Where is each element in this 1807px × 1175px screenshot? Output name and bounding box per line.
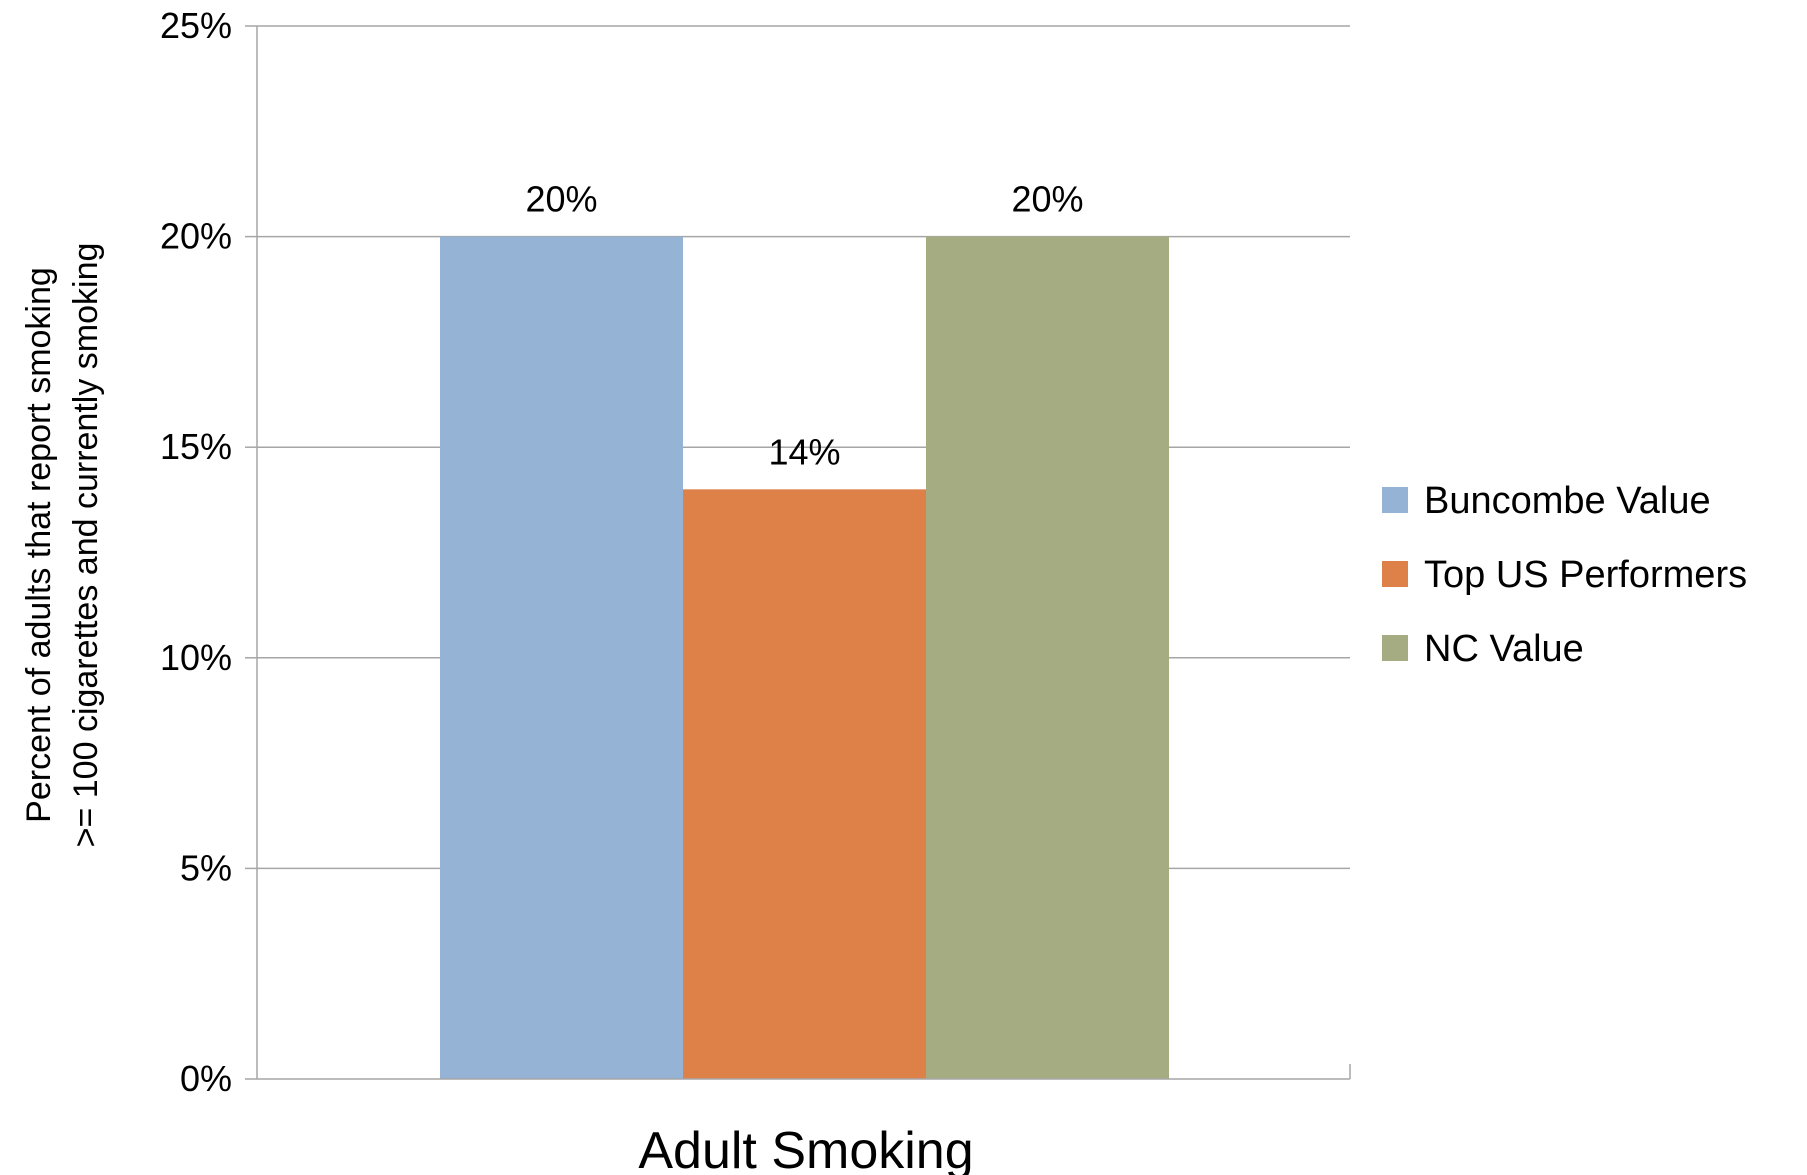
y-tick-label: 15%	[160, 426, 232, 467]
data-label-1: 20%	[525, 179, 597, 220]
y-tick-label: 0%	[180, 1058, 232, 1099]
y-tick-label: 20%	[160, 216, 232, 257]
legend-swatch-3	[1382, 635, 1408, 661]
y-tick-label: 25%	[160, 5, 232, 46]
data-labels: 20% 14% 20%	[525, 179, 1083, 473]
data-label-3: 20%	[1011, 179, 1083, 220]
bar-3	[926, 236, 1169, 1080]
y-axis-title-line-2: >= 100 cigarettes and currently smoking	[67, 243, 105, 848]
legend-label-3: NC Value	[1424, 628, 1584, 670]
y-tick-label: 5%	[180, 847, 232, 888]
legend-label-1: Buncombe Value	[1424, 480, 1711, 522]
axes	[245, 25, 1351, 1080]
bars	[440, 236, 1169, 1080]
y-tick-labels: 0% 5% 10% 15% 20% 25%	[160, 5, 232, 1099]
bar-1	[440, 236, 683, 1080]
legend-swatch-1	[1382, 487, 1408, 513]
legend-swatch-2	[1382, 561, 1408, 587]
legend: Buncombe Value Top US Performers NC Value	[1382, 480, 1747, 670]
x-category-label: Adult Smoking	[638, 1122, 973, 1175]
legend-label-2: Top US Performers	[1424, 554, 1747, 596]
data-label-2: 14%	[768, 431, 840, 472]
bar-2	[683, 489, 926, 1079]
y-axis-title-line-1: Percent of adults that report smoking	[20, 267, 58, 823]
y-tick-label: 10%	[160, 637, 232, 678]
